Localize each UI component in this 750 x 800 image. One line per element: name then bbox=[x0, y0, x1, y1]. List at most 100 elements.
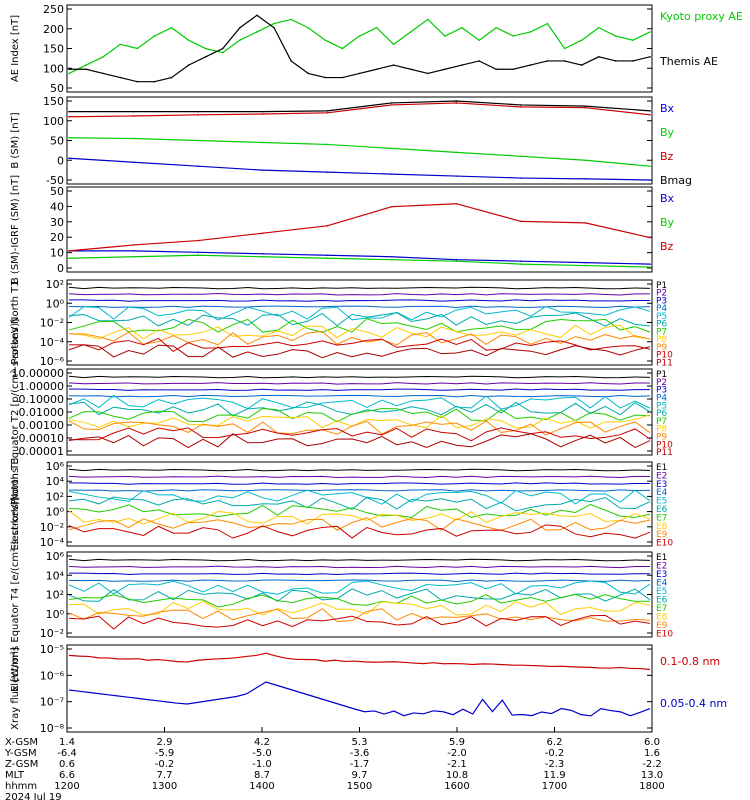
channel-line-e9 bbox=[68, 517, 651, 531]
channel-line-e4 bbox=[68, 489, 651, 492]
x-tick-label: -0.2 bbox=[155, 759, 175, 770]
channel-line-p7 bbox=[68, 407, 651, 423]
y-tick-label: 0.10000 bbox=[19, 393, 65, 406]
legend-label: P6 bbox=[656, 409, 667, 419]
x-tick-label: 5.9 bbox=[449, 737, 465, 748]
x-tick-label: 1400 bbox=[249, 781, 274, 792]
data-point bbox=[261, 255, 264, 258]
data-point bbox=[563, 60, 566, 62]
y-axis-label: Protons Equator T2 [p/(cm²-s-sr-keV)] bbox=[10, 319, 21, 506]
data-point bbox=[326, 110, 329, 112]
y-axis-label: AE Index [nT] bbox=[10, 15, 21, 82]
x-tick-label: 6.6 bbox=[59, 770, 75, 781]
data-point bbox=[261, 232, 264, 234]
legend-label: E3 bbox=[656, 480, 667, 490]
legend-label: 0.1-0.8 nm bbox=[660, 655, 720, 668]
panel-6: 10⁶ 10⁴ 10² 10⁰ 10⁻² 10⁻⁴ Electrons North T3 E1… bbox=[10, 457, 673, 550]
channel-line-p3 bbox=[68, 299, 651, 302]
data-point bbox=[495, 26, 498, 29]
data-point bbox=[615, 35, 617, 37]
channel-line-e9 bbox=[68, 608, 651, 623]
legend-label: P7 bbox=[656, 417, 667, 427]
legend-label: 0.05-0.4 nm bbox=[660, 697, 727, 710]
series-line-bmag bbox=[69, 100, 651, 113]
y-tick-label: 10.00000 bbox=[12, 367, 65, 380]
data-point bbox=[341, 76, 344, 79]
y-tick-label: 10 bbox=[50, 247, 64, 260]
series-line-bz bbox=[68, 203, 651, 252]
legend-label: E4 bbox=[656, 579, 668, 589]
y-tick-label: 30 bbox=[50, 216, 64, 229]
x-tick-label: 1500 bbox=[347, 781, 372, 792]
channel-line-p8 bbox=[68, 324, 651, 340]
y-axis-label: B (SM) [nT] bbox=[10, 112, 21, 168]
legend-label: P4 bbox=[656, 393, 667, 403]
data-point bbox=[204, 47, 207, 50]
data-point bbox=[392, 64, 395, 66]
channel-line-e6 bbox=[68, 496, 651, 512]
data-point bbox=[261, 253, 264, 255]
y-tick-label: 0.00010 bbox=[19, 432, 65, 445]
x-row-label: X-GSM bbox=[5, 737, 38, 748]
series-line-bx bbox=[68, 157, 651, 181]
data-point bbox=[326, 171, 329, 173]
data-point bbox=[649, 31, 651, 33]
legend-label: E3 bbox=[656, 570, 667, 580]
data-point bbox=[615, 60, 617, 62]
y-tick-label: 50 bbox=[50, 82, 64, 95]
legend-label: E2 bbox=[656, 562, 667, 572]
x-tick-label: 8.7 bbox=[254, 770, 270, 781]
data-point bbox=[632, 39, 634, 41]
data-point bbox=[68, 68, 70, 71]
data-point bbox=[341, 47, 344, 50]
legend-label: E7 bbox=[656, 604, 667, 614]
y-axis-label: Electrons Equator T4 [e/(cm²-s-sr-keV)] bbox=[10, 497, 21, 692]
channel-line-p2 bbox=[68, 293, 651, 296]
legend-label: P7 bbox=[656, 327, 667, 337]
x-tick-label: -6.4 bbox=[57, 748, 77, 759]
x-tick-label: 7.7 bbox=[157, 770, 173, 781]
channel-line-e1 bbox=[68, 558, 651, 562]
data-point bbox=[649, 263, 651, 265]
data-point bbox=[197, 254, 199, 257]
data-point bbox=[119, 43, 122, 46]
y-tick-label: 100 bbox=[43, 115, 64, 128]
data-point bbox=[546, 60, 549, 62]
data-point bbox=[444, 68, 446, 71]
x-row-label: hhmm bbox=[5, 781, 37, 792]
data-point bbox=[197, 239, 199, 242]
data-point bbox=[132, 115, 135, 117]
data-point bbox=[597, 56, 600, 58]
data-point bbox=[273, 26, 275, 29]
channel-line-p3 bbox=[68, 388, 651, 391]
channel-line-p5 bbox=[68, 394, 651, 410]
channel-line-p6 bbox=[68, 312, 651, 327]
legend-label: P3 bbox=[656, 386, 667, 396]
x-tick-label: 1700 bbox=[542, 781, 567, 792]
y-tick-label: 50 bbox=[50, 135, 64, 148]
data-point bbox=[455, 100, 458, 102]
data-point bbox=[68, 72, 70, 75]
x-tick-label: 1.6 bbox=[644, 748, 660, 759]
legend-label: P9 bbox=[656, 343, 667, 353]
data-point bbox=[204, 56, 207, 58]
y-tick-label: 10⁴ bbox=[46, 475, 65, 488]
channel-line-p10 bbox=[68, 427, 651, 442]
legend-label: P6 bbox=[656, 320, 667, 330]
channel-line-e2 bbox=[68, 475, 651, 479]
data-point bbox=[649, 236, 651, 239]
channel-line-p10 bbox=[68, 337, 651, 352]
legend-label: P2 bbox=[656, 378, 667, 388]
data-point bbox=[132, 110, 135, 113]
legend-label: E6 bbox=[656, 505, 668, 515]
channel-line-e5 bbox=[68, 489, 651, 505]
y-tick-label: 10⁴ bbox=[46, 569, 65, 582]
xray-line bbox=[68, 652, 651, 671]
x-tick-label: 10.8 bbox=[446, 770, 468, 781]
legend-label: P8 bbox=[656, 425, 667, 435]
xray-line bbox=[68, 681, 651, 717]
channel-line-e10 bbox=[68, 524, 651, 539]
data-point bbox=[520, 220, 522, 223]
data-point bbox=[649, 165, 651, 167]
data-point bbox=[390, 258, 393, 261]
